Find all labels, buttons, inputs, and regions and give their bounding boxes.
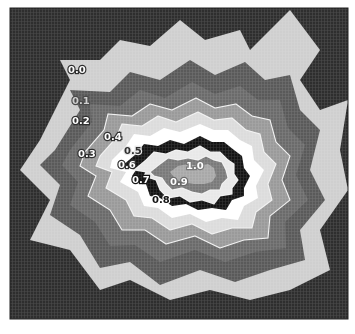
plot-border: [9, 7, 349, 320]
contour-label-0-2: 0.2: [72, 116, 90, 127]
contour-label-0-4: 0.4: [104, 132, 122, 143]
mesh-overlay: [10, 8, 348, 319]
contour-label-0-5: 0.5: [124, 146, 142, 157]
contour-label-0-6: 0.6: [118, 160, 136, 171]
contour-label-0-1: 0.1: [72, 96, 90, 107]
contour-label-0-3: 0.3: [78, 149, 96, 160]
contour-label-0-7: 0.7: [132, 175, 150, 186]
contour-label-0-0: 0.0: [68, 65, 86, 76]
contour-label-1-0: 1.0: [186, 161, 204, 172]
contour-labels: 0.0 0.1 0.2 0.3 0.40.5 0.6 0.70.80.9 1.0: [67, 64, 205, 207]
contour-label-0-9: 0.9: [170, 177, 188, 188]
contour-label-0-8: 0.8: [152, 195, 170, 206]
